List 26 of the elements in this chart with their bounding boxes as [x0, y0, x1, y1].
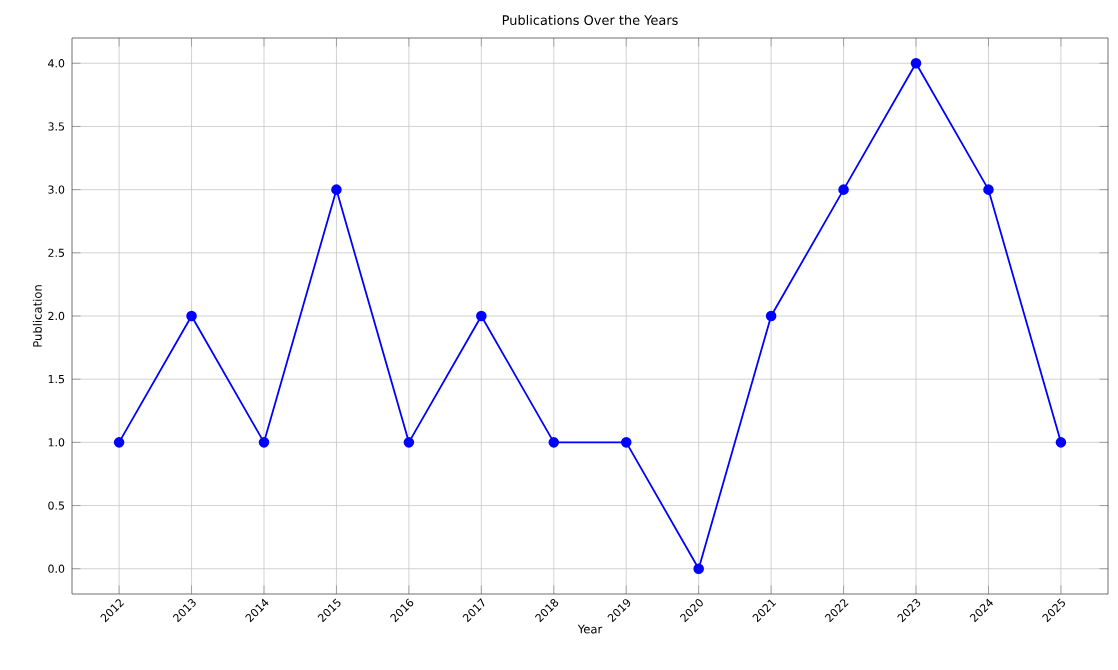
y-tick-label: 1.0 [48, 438, 65, 447]
point [693, 563, 704, 575]
y-tick-label: 3.0 [48, 185, 65, 194]
point [620, 437, 632, 448]
point [331, 184, 342, 195]
point [113, 437, 125, 448]
y-tick-label: 4.0 [48, 59, 65, 68]
point [548, 437, 560, 448]
x-axis-title: Year [577, 624, 603, 634]
point [983, 184, 994, 195]
point [186, 310, 197, 322]
y-tick-label: 2.5 [48, 248, 65, 257]
point [403, 437, 415, 448]
point [765, 310, 777, 322]
point [838, 184, 849, 195]
y-tick-label: 2.0 [48, 311, 65, 321]
point [910, 57, 922, 69]
chart-title: Publications Over the Years [502, 14, 678, 25]
point [1055, 437, 1067, 448]
point [258, 437, 270, 448]
y-tick-label: 1.5 [48, 375, 65, 384]
y-tick-label: 3.5 [48, 122, 65, 131]
y-axis-title: Publication [32, 285, 42, 347]
point [476, 310, 487, 322]
y-tick-label: 0.5 [48, 501, 65, 510]
y-tick-label: 0.0 [48, 564, 65, 573]
